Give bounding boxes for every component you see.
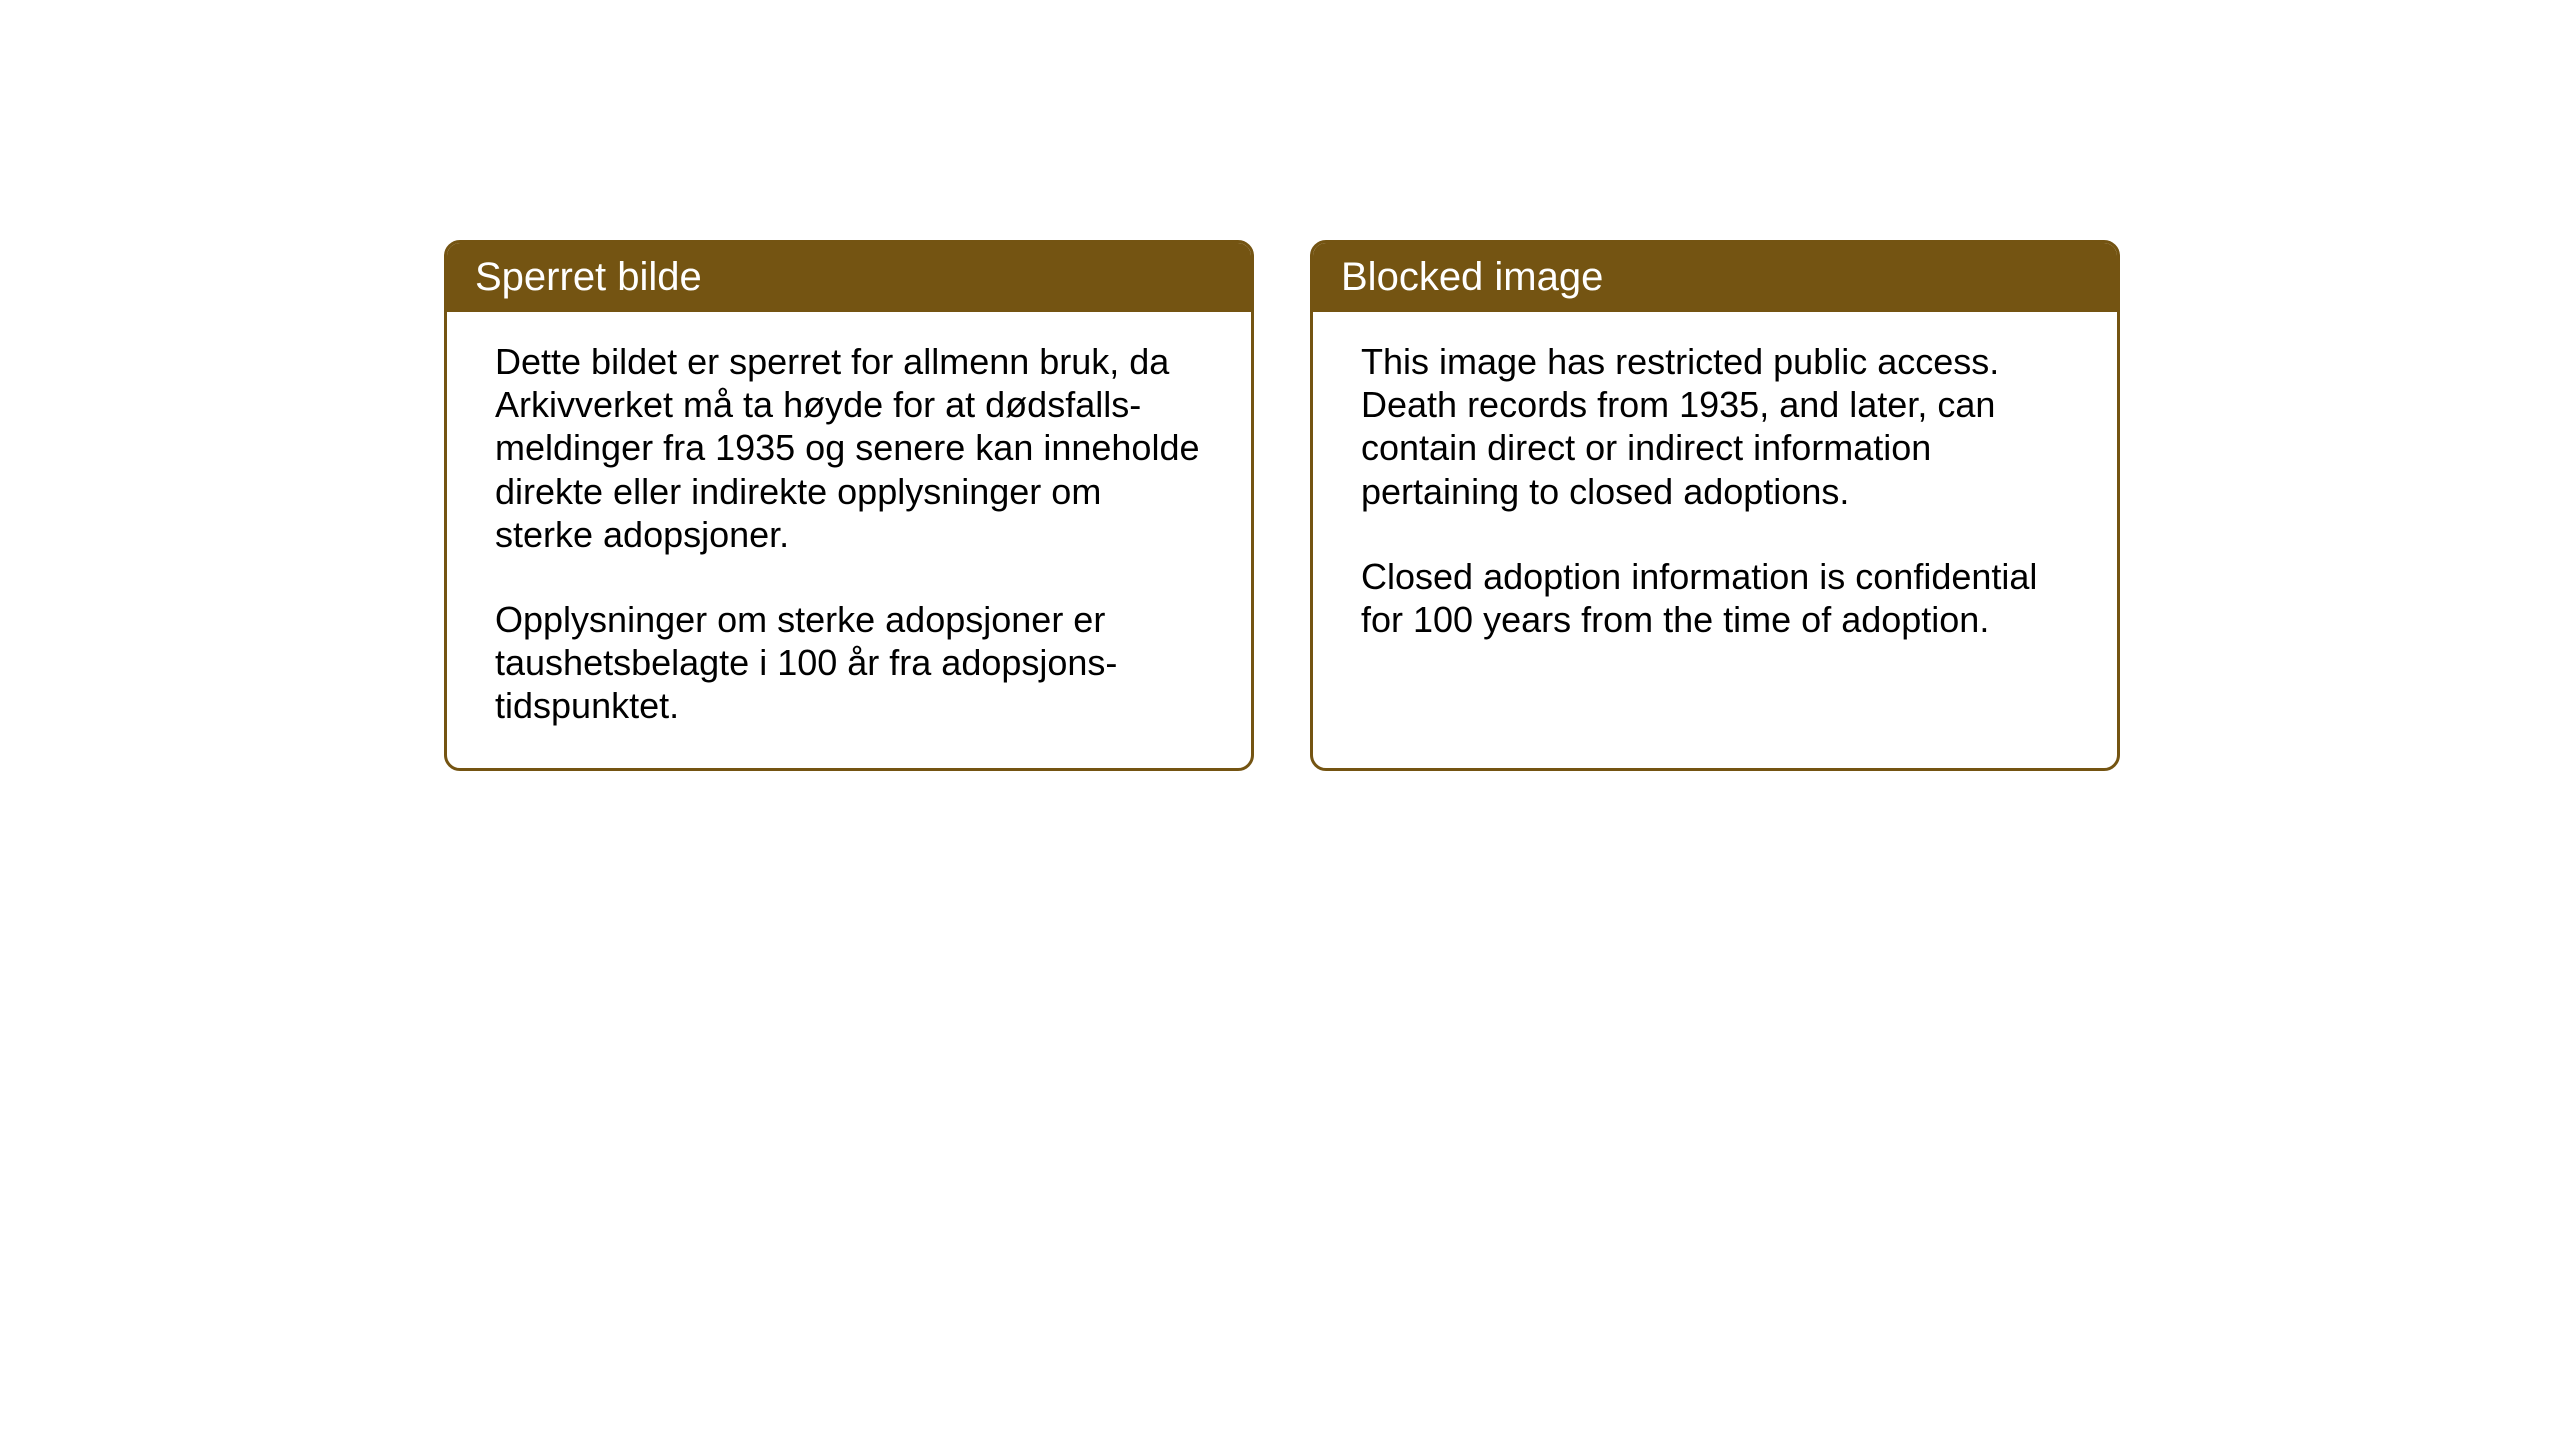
norwegian-card-title: Sperret bilde	[475, 255, 702, 299]
english-paragraph-2: Closed adoption information is confident…	[1361, 555, 2069, 641]
notice-cards-container: Sperret bilde Dette bildet er sperret fo…	[444, 240, 2560, 771]
norwegian-paragraph-2: Opplysninger om sterke adopsjoner er tau…	[495, 598, 1203, 728]
norwegian-paragraph-1: Dette bildet er sperret for allmenn bruk…	[495, 340, 1203, 556]
norwegian-notice-card: Sperret bilde Dette bildet er sperret fo…	[444, 240, 1254, 771]
english-notice-card: Blocked image This image has restricted …	[1310, 240, 2120, 771]
english-card-title: Blocked image	[1341, 255, 1603, 299]
norwegian-card-body: Dette bildet er sperret for allmenn bruk…	[447, 312, 1251, 768]
english-paragraph-1: This image has restricted public access.…	[1361, 340, 2069, 513]
english-card-header: Blocked image	[1313, 243, 2117, 312]
english-card-body: This image has restricted public access.…	[1313, 312, 2117, 681]
norwegian-card-header: Sperret bilde	[447, 243, 1251, 312]
